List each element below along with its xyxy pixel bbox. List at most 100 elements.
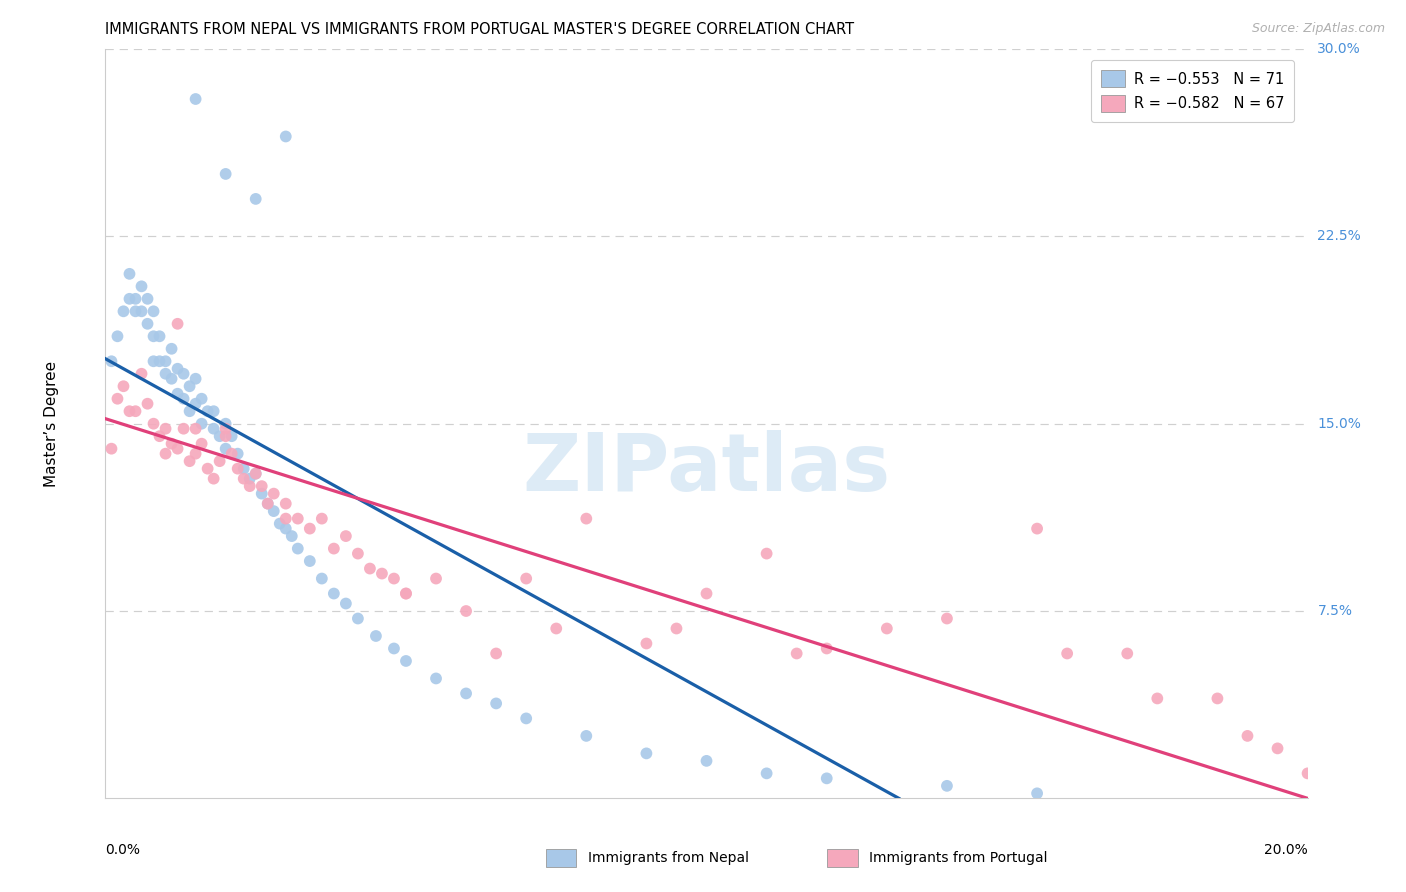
- Bar: [546, 849, 576, 867]
- Point: [202, 472, 225, 486]
- Point: [287, 511, 309, 525]
- Point: [155, 447, 177, 461]
- Point: [118, 292, 141, 306]
- Point: [575, 729, 598, 743]
- Point: [335, 529, 357, 543]
- Point: [250, 486, 273, 500]
- Point: [786, 647, 808, 661]
- Point: [142, 417, 165, 431]
- Point: [208, 429, 231, 443]
- Point: [166, 386, 188, 401]
- Point: [190, 417, 212, 431]
- Point: [263, 504, 285, 518]
- Point: [755, 766, 778, 780]
- Point: [245, 467, 267, 481]
- Legend: R = −0.553   N = 71, R = −0.582   N = 67: R = −0.553 N = 71, R = −0.582 N = 67: [1091, 60, 1295, 122]
- Point: [636, 636, 658, 650]
- Point: [395, 654, 418, 668]
- Point: [274, 522, 297, 536]
- Point: [155, 422, 177, 436]
- Point: [214, 442, 236, 456]
- Point: [335, 597, 357, 611]
- Point: [179, 379, 201, 393]
- Point: [1026, 786, 1049, 800]
- Point: [184, 372, 207, 386]
- Point: [936, 779, 959, 793]
- Text: IMMIGRANTS FROM NEPAL VS IMMIGRANTS FROM PORTUGAL MASTER'S DEGREE CORRELATION CH: IMMIGRANTS FROM NEPAL VS IMMIGRANTS FROM…: [105, 22, 855, 37]
- Point: [131, 304, 153, 318]
- Point: [298, 554, 321, 568]
- Point: [371, 566, 394, 581]
- Point: [274, 497, 297, 511]
- Point: [347, 547, 370, 561]
- Point: [142, 304, 165, 318]
- Point: [425, 672, 447, 686]
- Point: [112, 379, 135, 393]
- Point: [173, 422, 195, 436]
- Text: ZIPatlas: ZIPatlas: [523, 430, 890, 508]
- Point: [239, 479, 262, 493]
- Point: [142, 354, 165, 368]
- Point: [166, 442, 188, 456]
- Point: [256, 497, 278, 511]
- Point: [1267, 741, 1289, 756]
- Text: 7.5%: 7.5%: [1317, 604, 1353, 618]
- Point: [226, 461, 249, 475]
- Point: [184, 447, 207, 461]
- Point: [665, 622, 688, 636]
- Point: [148, 354, 170, 368]
- Point: [245, 192, 267, 206]
- Point: [214, 429, 236, 443]
- Point: [245, 467, 267, 481]
- Point: [184, 397, 207, 411]
- Point: [936, 611, 959, 625]
- Text: 22.5%: 22.5%: [1317, 229, 1361, 244]
- Point: [100, 442, 122, 456]
- Point: [287, 541, 309, 556]
- Point: [124, 292, 146, 306]
- Point: [221, 429, 243, 443]
- Point: [124, 304, 146, 318]
- Point: [755, 547, 778, 561]
- Point: [160, 342, 183, 356]
- Point: [298, 522, 321, 536]
- Point: [179, 404, 201, 418]
- Text: 0.0%: 0.0%: [105, 843, 141, 857]
- Point: [454, 604, 477, 618]
- Point: [815, 641, 838, 656]
- Point: [197, 461, 219, 475]
- Point: [100, 354, 122, 368]
- Point: [876, 622, 898, 636]
- Point: [160, 372, 183, 386]
- Point: [214, 422, 236, 436]
- Point: [515, 711, 537, 725]
- Point: [359, 561, 381, 575]
- Point: [575, 511, 598, 525]
- Point: [454, 686, 477, 700]
- Point: [546, 622, 568, 636]
- Point: [214, 167, 236, 181]
- Point: [322, 541, 344, 556]
- Text: 15.0%: 15.0%: [1317, 417, 1361, 431]
- Point: [239, 472, 262, 486]
- Point: [107, 392, 129, 406]
- Point: [160, 436, 183, 450]
- Point: [208, 454, 231, 468]
- Point: [190, 436, 212, 450]
- Point: [250, 479, 273, 493]
- Point: [118, 267, 141, 281]
- Text: Immigrants from Portugal: Immigrants from Portugal: [869, 851, 1047, 865]
- Point: [281, 529, 304, 543]
- Point: [166, 317, 188, 331]
- Point: [636, 747, 658, 761]
- Point: [274, 129, 297, 144]
- Point: [311, 572, 333, 586]
- Point: [112, 304, 135, 318]
- Point: [364, 629, 387, 643]
- Point: [311, 511, 333, 525]
- Point: [232, 472, 254, 486]
- Point: [202, 422, 225, 436]
- Text: Immigrants from Nepal: Immigrants from Nepal: [588, 851, 749, 865]
- Point: [322, 586, 344, 600]
- Point: [136, 292, 159, 306]
